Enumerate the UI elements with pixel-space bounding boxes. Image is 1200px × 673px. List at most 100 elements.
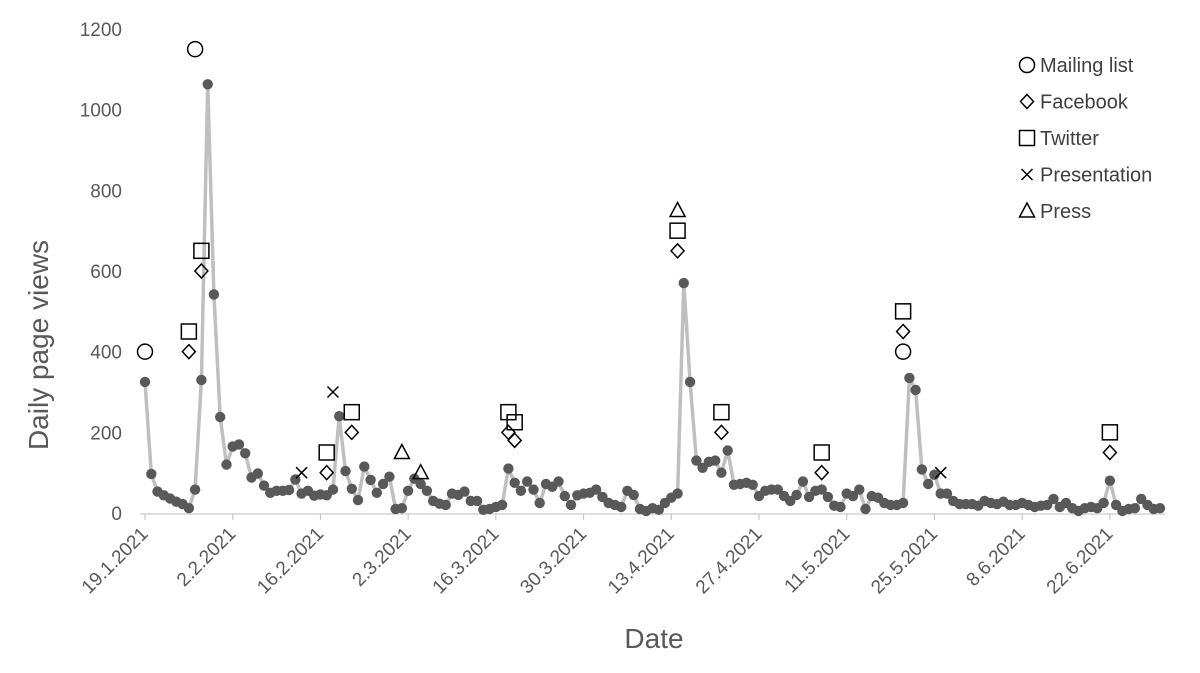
data-point (553, 476, 564, 487)
legend-label: Facebook (1040, 92, 1129, 114)
legend: Mailing list Facebook Twitter Presentation P… (1018, 55, 1152, 223)
legend-label: Mailing list (1040, 55, 1134, 77)
facebook-marker (344, 424, 360, 441)
twitter-marker (500, 403, 517, 421)
data-point (722, 445, 733, 456)
x-tick-label: 27.4.2021 (692, 524, 767, 599)
facebook-marker (181, 343, 197, 360)
data-point (616, 501, 627, 513)
data-point (860, 503, 871, 515)
data-point (515, 485, 527, 496)
twitter-marker (180, 323, 198, 340)
y-tick-label: 1200 (80, 20, 122, 41)
data-point (384, 471, 395, 482)
data-point (672, 488, 683, 499)
y-tick-label: 400 (90, 343, 122, 364)
x-tick-label: 13.4.2021 (604, 524, 679, 599)
x-tick-label: 22.6.2021 (1043, 524, 1118, 599)
presentation-marker (934, 466, 947, 479)
press-marker (411, 463, 430, 480)
y-tick-label: 0 (111, 504, 122, 525)
facebook-marker (319, 464, 335, 481)
y-tick-label: 800 (90, 181, 122, 202)
data-point (402, 485, 414, 496)
data-point (941, 488, 953, 499)
facebook-marker (507, 432, 523, 449)
facebook-marker (895, 323, 911, 340)
twitter-marker (894, 303, 912, 320)
facebook-marker (713, 424, 729, 441)
facebook-marker (500, 424, 516, 441)
data-point (559, 490, 570, 502)
x-tick-label: 8.6.2021 (963, 524, 1030, 591)
event-markers (136, 40, 1119, 481)
legend-label: Presentation (1040, 165, 1152, 187)
twitter-marker (713, 403, 730, 421)
legend-label: Twitter (1040, 128, 1099, 150)
data-point (847, 490, 859, 502)
data-point (1048, 493, 1059, 505)
data-point (240, 448, 251, 459)
data-point (1098, 497, 1109, 509)
twitter-marker (343, 403, 361, 421)
x-tick-label: 19.1.2021 (78, 524, 153, 599)
data-point (590, 484, 602, 495)
twitter-marker (193, 242, 210, 260)
press-marker (393, 442, 411, 460)
presentation-legend-icon (1020, 168, 1034, 181)
twitter-marker (813, 444, 830, 461)
data-point (365, 474, 376, 486)
data-point (910, 384, 921, 396)
data-point (1129, 503, 1141, 514)
data-point (233, 439, 245, 450)
data-point (283, 484, 295, 496)
twitter-marker (669, 222, 686, 239)
facebook-marker (814, 464, 830, 481)
data-point (346, 483, 357, 494)
y-axis: 0 200 400 600 800 1000 1200 (80, 20, 122, 525)
press-marker (668, 200, 687, 218)
data-point (202, 79, 213, 90)
mailing-list-marker (186, 40, 204, 58)
data-point (691, 455, 702, 466)
data-point (822, 491, 834, 503)
data-point (215, 411, 226, 423)
data-point (221, 459, 232, 470)
data-point (371, 487, 382, 498)
y-tick-label: 600 (90, 262, 122, 283)
data-point (628, 489, 639, 501)
x-axis-title: Date (624, 623, 683, 654)
data-point (854, 484, 865, 495)
data-point (528, 484, 539, 495)
facebook-marker (670, 242, 686, 259)
data-point (146, 468, 157, 480)
presentation-marker (295, 466, 308, 479)
x-tick-label: 11.5.2021 (781, 524, 855, 598)
data-point (496, 499, 508, 511)
data-point (421, 485, 433, 496)
x-axis: 19.1.2021 2.2.2021 16.2.2021 2.3.2021 16.3.2… (78, 513, 1165, 599)
data-point (415, 478, 426, 490)
y-axis-title: Daily page views (23, 240, 54, 450)
twitter-legend-icon (1018, 129, 1036, 147)
data-point (1104, 475, 1116, 486)
y-tick-label: 1000 (80, 101, 122, 122)
data-point (716, 467, 727, 478)
mailing-list-marker (136, 343, 154, 360)
facebook-legend-icon (1019, 93, 1035, 110)
data-point (684, 376, 696, 388)
data-point (747, 479, 758, 490)
data-point (139, 376, 151, 388)
data-point (327, 484, 339, 495)
data-point (797, 476, 809, 487)
data-point (196, 374, 207, 386)
series-line (143, 82, 1161, 513)
data-point (791, 489, 802, 501)
x-tick-label: 2.2.2021 (173, 524, 240, 591)
data-point (377, 478, 389, 490)
data-point (440, 499, 451, 511)
data-point (509, 477, 520, 488)
data-point (252, 468, 263, 479)
x-tick-label: 2.3.2021 (349, 524, 416, 591)
